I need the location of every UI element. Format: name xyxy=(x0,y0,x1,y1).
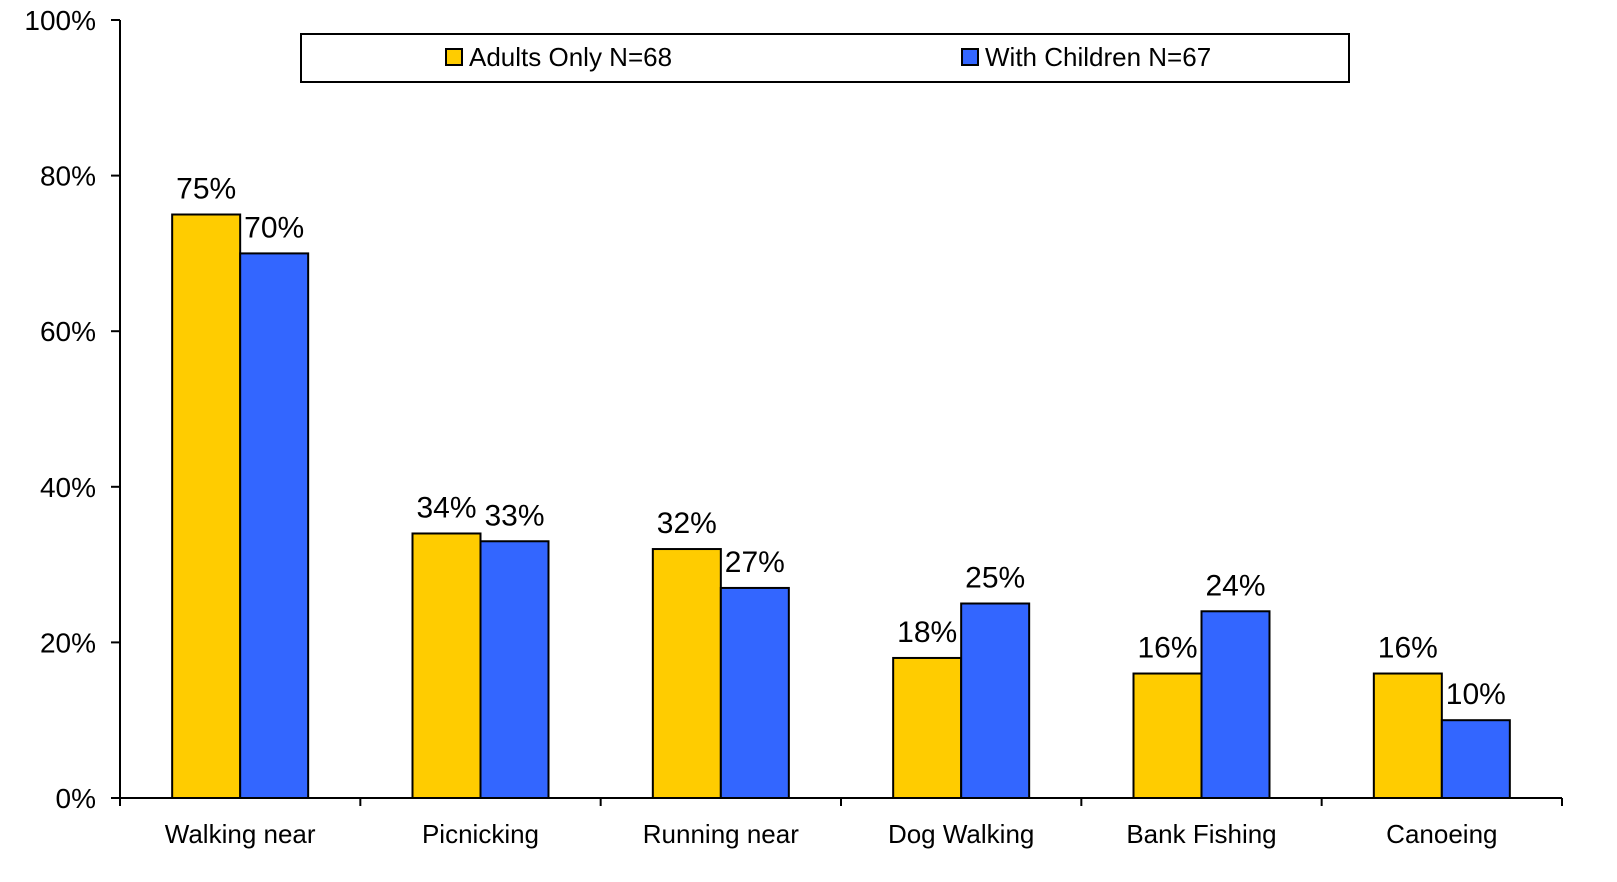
bar-with-children xyxy=(719,586,790,799)
data-label: 33% xyxy=(484,499,544,532)
x-category-label: Canoeing xyxy=(1386,819,1497,849)
x-category-label: Walking near xyxy=(165,819,316,849)
data-label: 34% xyxy=(416,491,476,524)
legend-swatch xyxy=(445,48,463,66)
x-category-label: Picnicking xyxy=(422,819,539,849)
x-category-label: Dog Walking xyxy=(888,819,1034,849)
data-label: 27% xyxy=(725,546,785,579)
bar-adults-only xyxy=(1372,672,1443,800)
legend-box xyxy=(300,33,1350,83)
bar-with-children xyxy=(239,252,310,799)
data-labels: 75%70%34% 33% 32%27%18%25%16%24%16%10% xyxy=(176,173,1506,712)
data-label: 24% xyxy=(1205,569,1265,602)
bars xyxy=(171,213,1511,800)
y-tick-label: 100% xyxy=(24,5,96,36)
legend: Adults Only N=68 With Children N=67 xyxy=(300,33,1350,83)
bar-adults-only xyxy=(1132,672,1203,800)
bar-with-children xyxy=(960,602,1031,799)
data-label: 25% xyxy=(965,562,1025,595)
bar-adults-only xyxy=(892,656,963,800)
x-category-label: Running near xyxy=(643,819,799,849)
legend-label: With Children N=67 xyxy=(985,42,1211,72)
bar-with-children xyxy=(1440,719,1511,800)
data-label: 16% xyxy=(1137,632,1197,665)
data-label: 16% xyxy=(1378,632,1438,665)
bar-adults-only xyxy=(171,213,242,799)
legend-label: Adults Only N=68 xyxy=(469,42,672,72)
legend-swatch xyxy=(961,48,979,66)
data-label: 70% xyxy=(244,211,304,244)
data-label: 75% xyxy=(176,173,236,206)
y-tick-label: 60% xyxy=(40,316,96,347)
data-label: 18% xyxy=(897,616,957,649)
y-tick-label: 20% xyxy=(40,627,96,658)
data-label: 32% xyxy=(657,507,717,540)
y-tick-label: 40% xyxy=(40,472,96,503)
bar-with-children xyxy=(1200,610,1271,800)
data-label: 10% xyxy=(1446,678,1506,711)
y-tick-label: 80% xyxy=(40,161,96,192)
x-category-label: Bank Fishing xyxy=(1126,819,1276,849)
bar-with-children xyxy=(479,540,550,799)
bar-adults-only xyxy=(411,532,482,799)
axes: 0% 20% 40% 60% 80% 100% Walking near Picnicking… xyxy=(24,5,1563,849)
bar-adults-only xyxy=(651,548,722,799)
y-tick-label: 0% xyxy=(56,783,96,814)
